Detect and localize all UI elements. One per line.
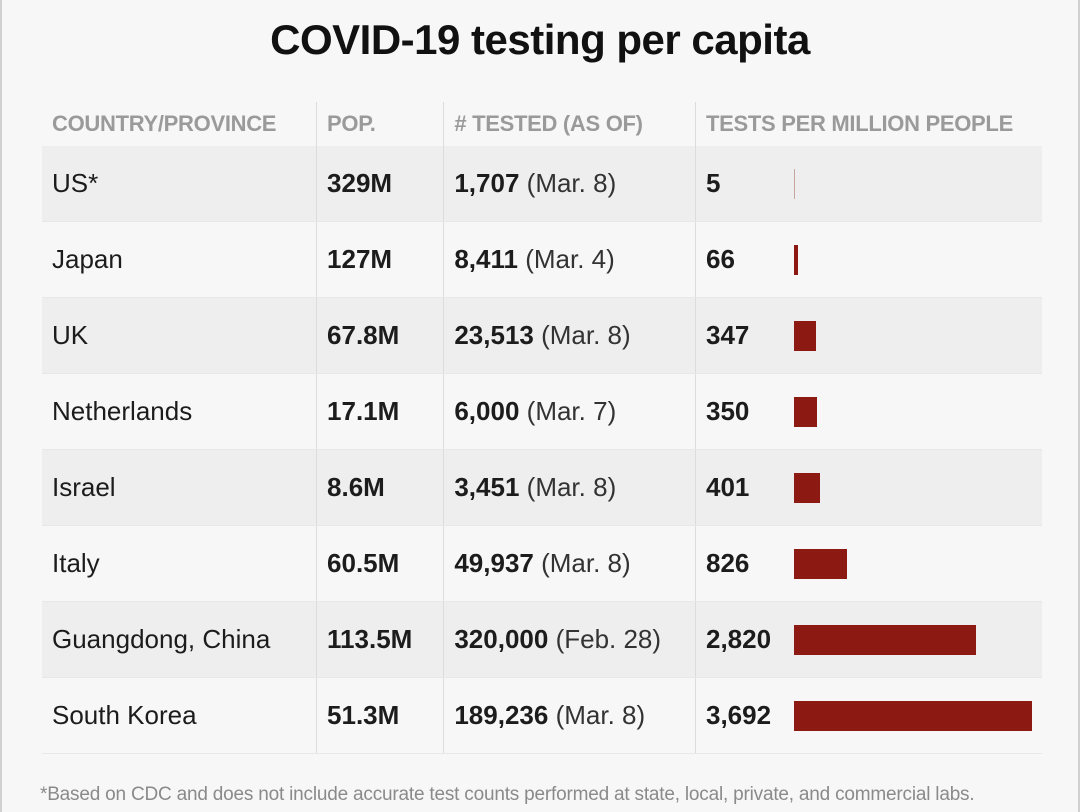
pop-cell: 60.5M [316, 525, 444, 602]
footnote: *Based on CDC and does not include accur… [40, 784, 975, 805]
country-cell: Japan [42, 221, 317, 298]
per-million-bar [794, 548, 848, 579]
pop-cell: 17.1M [316, 373, 444, 450]
tested-date: (Mar. 4) [525, 244, 615, 274]
per-million-value: 826 [706, 548, 750, 578]
pop-cell: 8.6M [316, 449, 444, 526]
country-cell: South Korea [42, 677, 317, 754]
per-million-cell: 826 [695, 525, 1042, 602]
per-million-cell: 2,820 [695, 601, 1042, 678]
tested-cell: 6,000 (Mar. 7) [443, 373, 696, 450]
pop-cell: 127M [316, 221, 444, 298]
tested-count: 6,000 [454, 396, 520, 426]
header-pop: POP. [316, 102, 444, 146]
per-million-value: 401 [706, 472, 750, 502]
tested-date: (Mar. 8) [541, 320, 631, 350]
tested-cell: 49,937 (Mar. 8) [443, 525, 696, 602]
tested-cell: 8,411 (Mar. 4) [443, 221, 696, 298]
per-million-bar [794, 168, 795, 199]
country-cell: Netherlands [42, 373, 317, 450]
tested-date: (Mar. 7) [526, 396, 617, 426]
per-million-bar [794, 396, 817, 427]
table-row: Netherlands 17.1M 6,000 (Mar. 7) 350 [42, 373, 1042, 450]
chart-title: COVID-19 testing per capita [270, 16, 810, 63]
tested-date: (Mar. 8) [555, 700, 646, 730]
per-million-cell: 350 [695, 373, 1042, 450]
country-cell: Italy [42, 525, 317, 602]
header-tested: # TESTED (AS OF) [443, 102, 696, 146]
tested-cell: 189,236 (Mar. 8) [443, 677, 696, 754]
tested-date: (Mar. 8) [526, 168, 617, 198]
tested-date: (Mar. 8) [526, 472, 617, 502]
per-million-value: 350 [706, 396, 750, 426]
per-million-bar [794, 244, 799, 275]
table-row: Japan 127M 8,411 (Mar. 4) 66 [42, 221, 1042, 298]
per-million-value: 3,692 [706, 700, 772, 730]
per-million-cell: 347 [695, 297, 1042, 374]
tested-count: 320,000 [454, 624, 549, 654]
country-cell: Guangdong, China [42, 601, 317, 678]
table-row: UK 67.8M 23,513 (Mar. 8) 347 [42, 297, 1042, 374]
tested-count: 23,513 [454, 320, 534, 350]
header-country: COUNTRY/PROVINCE [52, 111, 277, 136]
per-million-cell: 5 [695, 146, 1042, 222]
testing-table: COUNTRY/PROVINCE POP. # TESTED (AS OF) T… [42, 102, 1042, 754]
per-million-value: 347 [706, 320, 750, 350]
pop-cell: 67.8M [316, 297, 444, 374]
table-row: US* 329M 1,707 (Mar. 8) 5 [42, 146, 1042, 222]
tested-cell: 1,707 (Mar. 8) [443, 146, 696, 222]
per-million-cell: 66 [695, 221, 1042, 298]
country-cell: Israel [42, 449, 317, 526]
pop-cell: 51.3M [316, 677, 444, 754]
per-million-value: 2,820 [706, 624, 772, 654]
country-cell: US* [42, 146, 317, 222]
per-million-value: 5 [706, 168, 721, 198]
per-million-cell: 3,692 [695, 677, 1042, 754]
tested-cell: 320,000 (Feb. 28) [443, 601, 696, 678]
tested-date: (Feb. 28) [555, 624, 662, 654]
tested-count: 1,707 [454, 168, 520, 198]
pop-cell: 113.5M [316, 601, 444, 678]
tested-date: (Mar. 8) [541, 548, 631, 578]
per-million-value: 66 [706, 244, 735, 274]
table-row: South Korea 51.3M 189,236 (Mar. 8) 3,692 [42, 677, 1042, 754]
per-million-bar [794, 700, 1032, 731]
country-cell: UK [42, 297, 317, 374]
pop-cell: 329M [316, 146, 444, 222]
header-row: COUNTRY/PROVINCE POP. # TESTED (AS OF) T… [42, 102, 1042, 146]
per-million-bar [794, 472, 820, 503]
tested-cell: 23,513 (Mar. 8) [443, 297, 696, 374]
tested-count: 3,451 [454, 472, 520, 502]
per-million-bar [794, 320, 817, 351]
tested-count: 189,236 [454, 700, 549, 730]
table-row: Italy 60.5M 49,937 (Mar. 8) 826 [42, 525, 1042, 602]
table-row: Israel 8.6M 3,451 (Mar. 8) 401 [42, 449, 1042, 526]
per-million-cell: 401 [695, 449, 1042, 526]
header-per-million: TESTS PER MILLION PEOPLE [695, 102, 1042, 146]
tested-count: 49,937 [454, 548, 534, 578]
tested-cell: 3,451 (Mar. 8) [443, 449, 696, 526]
per-million-bar [794, 624, 976, 655]
table-row: Guangdong, China 113.5M 320,000 (Feb. 28… [42, 601, 1042, 678]
tested-count: 8,411 [454, 244, 518, 274]
